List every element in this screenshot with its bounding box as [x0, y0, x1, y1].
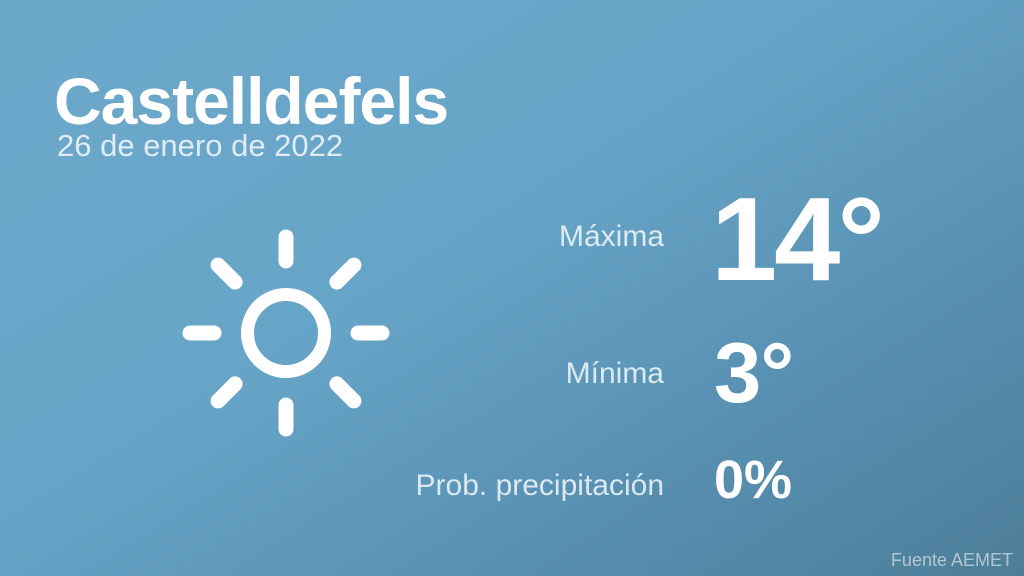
precipitation-probability-label: Prob. precipitación [415, 469, 664, 502]
page-title: Castelldefels [54, 64, 449, 138]
min-temp-value: 3° [714, 326, 794, 421]
precipitation-probability-value: 0% [714, 450, 793, 510]
source-credit: Fuente AEMET [890, 550, 1013, 570]
max-temp-label: Máxima [558, 220, 664, 253]
max-temp-value: 14° [711, 173, 885, 306]
sun-icon [176, 223, 396, 443]
min-temp-label: Mínima [565, 357, 664, 390]
date-subtitle: 26 de enero de 2022 [57, 128, 344, 163]
